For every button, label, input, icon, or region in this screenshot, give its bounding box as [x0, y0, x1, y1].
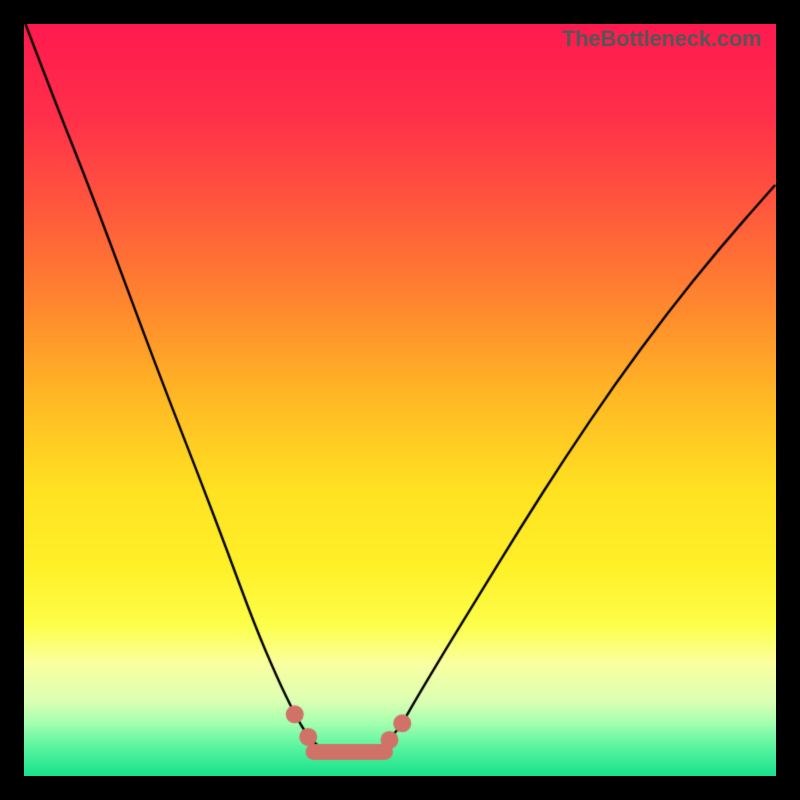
- chart-canvas: [24, 24, 776, 776]
- watermark-text: TheBottleneck.com: [562, 26, 762, 52]
- chart-stage: TheBottleneck.com: [0, 0, 800, 800]
- chart-frame: [0, 0, 800, 800]
